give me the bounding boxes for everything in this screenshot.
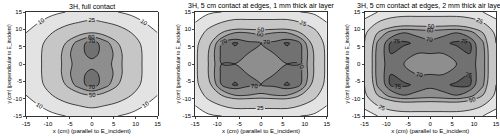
- svg-text:10: 10: [37, 17, 46, 26]
- svg-text:10: 10: [302, 121, 309, 127]
- svg-text:-5: -5: [236, 121, 242, 127]
- svg-text:10: 10: [354, 26, 361, 32]
- svg-text:25: 25: [299, 19, 308, 27]
- svg-text:-15: -15: [22, 121, 31, 127]
- svg-text:10: 10: [15, 26, 22, 32]
- svg-text:3H, 5 cm contact at edges, 1 m: 3H, 5 cm contact at edges, 1 mm thick ai…: [188, 2, 335, 10]
- svg-text:60: 60: [257, 31, 265, 37]
- svg-text:3H, full contact: 3H, full contact: [69, 3, 115, 10]
- svg-text:-5: -5: [186, 78, 192, 84]
- svg-text:y (cm) (perpendicular to E_inc: y (cm) (perpendicular to E_incident): [175, 24, 181, 104]
- svg-text:-10: -10: [213, 121, 222, 127]
- svg-text:25: 25: [378, 104, 387, 112]
- svg-text:-10: -10: [352, 96, 361, 102]
- svg-text:-5: -5: [17, 78, 23, 84]
- svg-text:0: 0: [90, 121, 94, 127]
- svg-text:75: 75: [461, 38, 469, 44]
- svg-text:-10: -10: [382, 121, 391, 127]
- svg-text:50: 50: [89, 92, 96, 98]
- svg-text:10: 10: [35, 101, 44, 110]
- svg-text:10: 10: [471, 121, 478, 127]
- svg-text:5: 5: [19, 44, 23, 50]
- svg-text:15: 15: [185, 9, 192, 15]
- svg-text:-15: -15: [13, 113, 22, 119]
- svg-text:70: 70: [416, 71, 424, 78]
- svg-text:75: 75: [465, 71, 473, 78]
- svg-text:x (cm) (parallel to E_incident: x (cm) (parallel to E_incident): [53, 128, 131, 134]
- svg-text:3H, 5 cm contact at edges, 2 m: 3H, 5 cm contact at edges, 2 mm thick ai…: [357, 2, 500, 10]
- svg-text:10: 10: [185, 26, 192, 32]
- svg-text:50: 50: [257, 27, 264, 33]
- svg-text:15: 15: [323, 121, 330, 127]
- svg-text:-15: -15: [352, 113, 361, 119]
- svg-text:-10: -10: [183, 96, 192, 102]
- svg-text:70: 70: [297, 61, 306, 70]
- svg-text:0: 0: [259, 121, 263, 127]
- svg-text:y (cm) (perpendicular to E_inc: y (cm) (perpendicular to E_incident): [6, 24, 12, 104]
- svg-text:75: 75: [393, 38, 401, 44]
- svg-text:10: 10: [139, 18, 148, 27]
- svg-text:5: 5: [112, 121, 116, 127]
- svg-text:10: 10: [132, 121, 139, 127]
- svg-text:x (cm) (parallel to E_incident: x (cm) (parallel to E_incident): [222, 128, 300, 134]
- svg-text:0: 0: [357, 61, 361, 67]
- svg-text:25: 25: [257, 105, 264, 111]
- svg-text:15: 15: [154, 121, 161, 127]
- svg-text:-5: -5: [355, 78, 361, 84]
- svg-text:-15: -15: [191, 121, 200, 127]
- svg-text:70: 70: [251, 83, 259, 89]
- svg-text:50: 50: [468, 96, 477, 104]
- svg-text:0: 0: [429, 121, 433, 127]
- svg-text:70: 70: [88, 84, 95, 90]
- svg-text:5: 5: [188, 44, 192, 50]
- svg-text:-15: -15: [183, 113, 192, 119]
- svg-text:75: 75: [394, 84, 401, 90]
- svg-text:x (cm) (parallel to E_incident: x (cm) (parallel to E_incident): [391, 128, 469, 134]
- svg-text:50: 50: [428, 23, 435, 29]
- svg-text:70: 70: [88, 38, 95, 44]
- svg-text:15: 15: [15, 9, 22, 15]
- svg-text:0: 0: [188, 61, 192, 67]
- svg-text:-10: -10: [44, 121, 53, 127]
- svg-text:25: 25: [88, 17, 95, 23]
- svg-text:-5: -5: [406, 121, 412, 127]
- svg-text:70: 70: [263, 39, 271, 45]
- svg-text:25: 25: [475, 17, 484, 25]
- svg-text:5: 5: [450, 121, 454, 127]
- svg-text:15: 15: [354, 9, 361, 15]
- svg-text:70: 70: [219, 37, 228, 46]
- svg-text:70: 70: [426, 36, 434, 42]
- svg-text:0: 0: [19, 61, 23, 67]
- svg-text:60: 60: [88, 34, 95, 40]
- svg-text:-5: -5: [67, 121, 73, 127]
- svg-text:y (cm) (perpendicular to E_inc: y (cm) (perpendicular to E_incident): [344, 24, 350, 104]
- svg-text:15: 15: [493, 121, 500, 127]
- svg-text:60: 60: [427, 27, 434, 33]
- svg-text:-10: -10: [13, 96, 22, 102]
- svg-text:5: 5: [357, 44, 361, 50]
- svg-text:-15: -15: [360, 121, 369, 127]
- svg-text:5: 5: [281, 121, 285, 127]
- svg-text:10: 10: [141, 100, 150, 109]
